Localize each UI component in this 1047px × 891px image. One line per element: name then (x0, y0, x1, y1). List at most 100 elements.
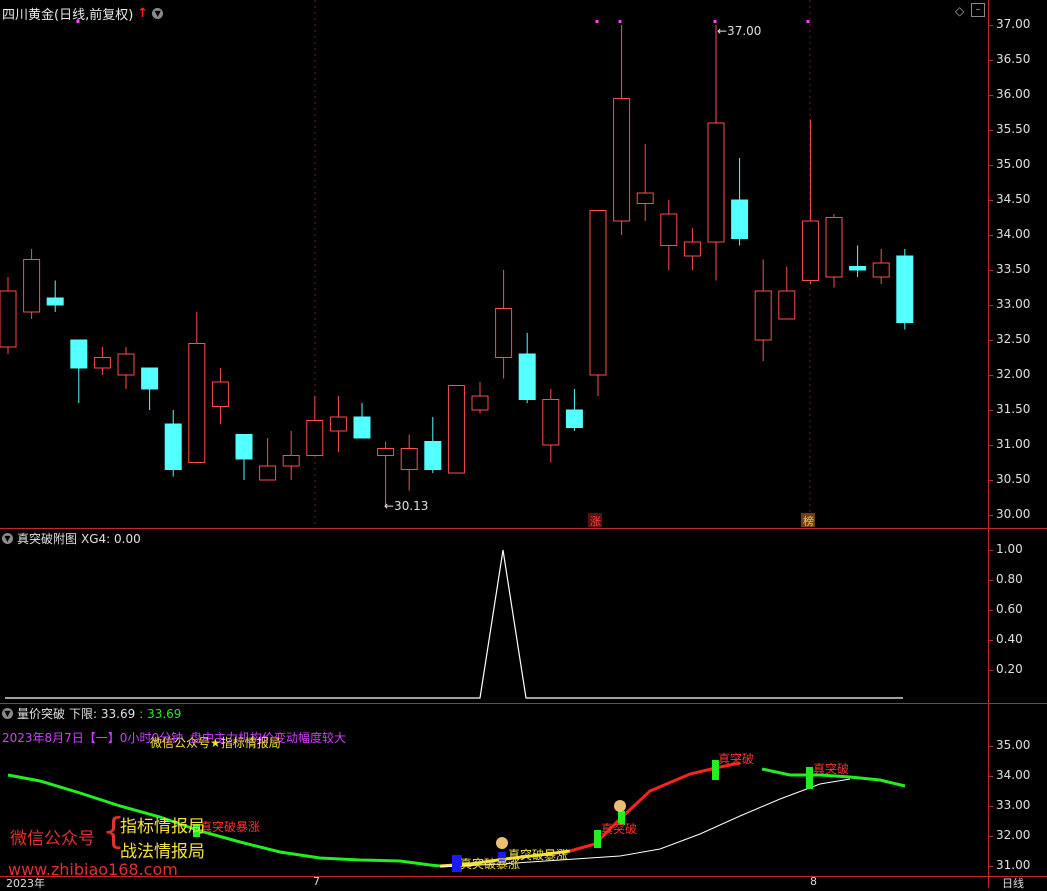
chevron-down-icon[interactable]: ▼ (2, 708, 13, 719)
bottom-indicator-panel[interactable]: ▼ 量价突破 下限: 33.69 : 33.69 2023年8月7日【一】0小时… (0, 704, 988, 879)
chevron-down-icon[interactable]: ▼ (2, 533, 13, 544)
axis-tick-mark (988, 25, 993, 26)
support-line-green (7, 773, 441, 868)
candle-body (141, 367, 159, 390)
candle[interactable] (353, 403, 371, 439)
candle[interactable] (801, 119, 819, 285)
candle-body (188, 343, 206, 463)
candle-body (235, 434, 253, 460)
candle[interactable] (613, 25, 631, 235)
candle-body (589, 210, 607, 376)
bottom-panel-title[interactable]: 量价突破 (17, 707, 66, 721)
sub-value-axis: 1.00 0.80 0.60 0.40 0.20 (988, 529, 1047, 703)
candle[interactable] (23, 249, 41, 319)
candle[interactable] (542, 389, 560, 463)
candle[interactable] (896, 249, 914, 330)
signal-bar (498, 852, 506, 864)
candle[interactable] (754, 259, 772, 362)
candle[interactable] (872, 249, 890, 284)
candle[interactable] (660, 200, 678, 270)
candle[interactable] (447, 385, 465, 474)
candle[interactable] (683, 228, 701, 270)
axis-tick-label: 33.00 (996, 297, 1031, 311)
candle[interactable] (93, 347, 111, 375)
period-label[interactable]: 日线 (1002, 877, 1024, 890)
candle[interactable] (495, 270, 513, 379)
candle-body (46, 297, 64, 306)
xg4-line-chart (5, 549, 903, 699)
candle[interactable] (0, 277, 17, 354)
candle-body (70, 339, 88, 369)
candle[interactable] (329, 396, 347, 452)
candle[interactable] (117, 347, 135, 389)
candle-body (306, 420, 324, 456)
axis-tick-mark (988, 445, 993, 446)
axis-tick-label: 34.00 (996, 768, 1031, 782)
candle[interactable] (282, 431, 300, 480)
up-arrow-icon: ↑ (137, 6, 149, 21)
candle[interactable] (164, 410, 182, 477)
panel-divider (0, 703, 1047, 704)
axis-tick-mark (988, 580, 993, 581)
signal-bar (712, 760, 719, 780)
axis-tick-label: 35.50 (996, 122, 1031, 136)
axis-tick-mark (988, 165, 993, 166)
candle-body (896, 255, 914, 323)
signal-dot (595, 20, 599, 23)
indicator-subpanel[interactable]: ▼ 真突破附图 XG4: 0.00 (0, 529, 988, 703)
lower-limit-label: 下限: 33.69 (69, 707, 136, 721)
candle-body (518, 353, 536, 400)
candle[interactable] (259, 438, 277, 481)
tag-zhang (588, 513, 602, 527)
candle[interactable] (565, 389, 583, 431)
candle-body (447, 385, 465, 474)
candle[interactable] (235, 434, 253, 481)
candle[interactable] (377, 441, 395, 506)
candle[interactable] (636, 144, 654, 221)
candle[interactable] (825, 214, 843, 288)
candle[interactable] (400, 434, 418, 491)
candlestick-chart[interactable]: ←37.00 ←30.13 涨 榜 (0, 0, 988, 528)
diamond-icon[interactable]: ◇ (955, 4, 965, 18)
subpanel-title[interactable]: 真突破附图 (17, 532, 78, 546)
candle[interactable] (141, 367, 159, 410)
axis-tick-mark (988, 480, 993, 481)
candle[interactable] (589, 210, 607, 397)
main-chart-panel[interactable]: ←37.00 ←30.13 涨 榜 四川黄金(日线,前复权) ↑ ▼ ◇ – (0, 0, 988, 528)
stock-title[interactable]: 四川黄金(日线,前复权) (2, 8, 134, 23)
candle[interactable] (70, 339, 88, 403)
axis-tick-label: 0.60 (996, 602, 1023, 616)
candle[interactable] (211, 368, 229, 424)
signal-bar (193, 824, 200, 837)
candle[interactable] (707, 25, 725, 281)
tag-bang-text: 榜 (803, 514, 814, 528)
axis-tick-mark (988, 270, 993, 271)
chevron-down-icon[interactable]: ▼ (152, 8, 164, 19)
candle-body (23, 259, 41, 313)
candle[interactable] (306, 396, 324, 456)
candle[interactable] (46, 280, 64, 313)
signal-label: 真突破 (601, 822, 638, 836)
candle[interactable] (188, 312, 206, 463)
candle[interactable] (849, 245, 867, 278)
candle[interactable] (518, 333, 536, 403)
axis-tick-mark (988, 515, 993, 516)
candle-body (471, 395, 489, 411)
axis-tick-mark (988, 200, 993, 201)
time-label-month-8: 8 (810, 875, 817, 888)
axis-tick-mark (988, 866, 993, 867)
subpanel-title-bar: ▼ 真突破附图 XG4: 0.00 (2, 530, 141, 547)
candle[interactable] (731, 158, 749, 246)
candle[interactable] (471, 382, 489, 414)
candle[interactable] (778, 266, 796, 320)
watermark-brace: { (102, 811, 125, 852)
low-price-label: ←30.13 (384, 499, 428, 513)
watermark-url[interactable]: www.zhibiao168.com (8, 860, 178, 879)
axis-tick-label: 32.00 (996, 367, 1031, 381)
signal-label: 真突破 (813, 762, 850, 776)
close-icon[interactable]: – (971, 3, 985, 17)
candle[interactable] (424, 417, 442, 473)
date-line: 2023年8月7日【一】0小时0分钟 (2, 731, 184, 745)
candle-body (164, 423, 182, 470)
watermark-left-label: 微信公众号 (10, 829, 95, 849)
